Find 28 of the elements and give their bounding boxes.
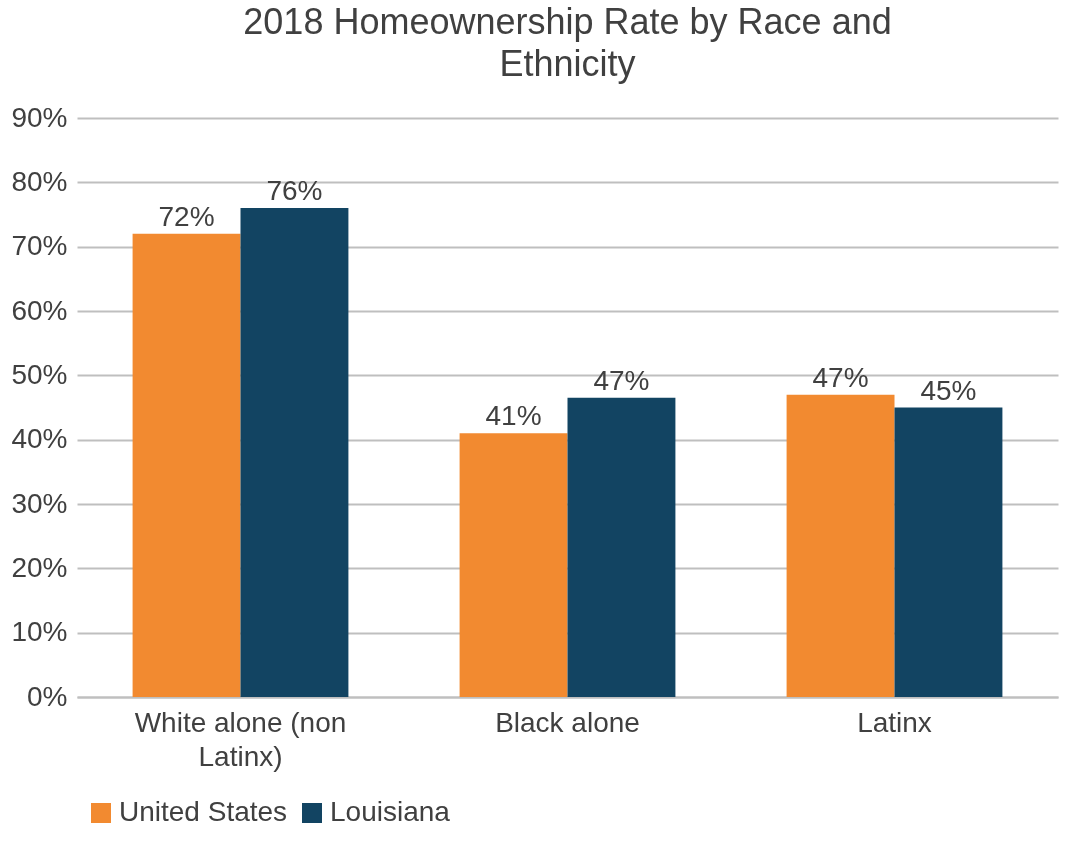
- data-label: 45%: [920, 374, 977, 406]
- y-tick-label: 70%: [11, 230, 68, 262]
- bar: [240, 208, 349, 697]
- x-tick-label: Latinx: [857, 706, 932, 738]
- y-tick-label: 40%: [11, 423, 68, 455]
- x-tick-label: White alone (non Latinx): [134, 706, 347, 772]
- chart-title: 2018 Homeownership Rate by Race and Ethnicity: [243, 1, 892, 84]
- y-tick-label: 80%: [11, 165, 68, 197]
- bar: [894, 407, 1003, 697]
- y-tick-label: 60%: [11, 294, 68, 326]
- y-tick-label: 20%: [11, 551, 68, 583]
- bar: [459, 433, 568, 697]
- bar: [786, 394, 895, 697]
- y-tick-label: 90%: [11, 101, 68, 133]
- y-tick-label: 10%: [11, 616, 68, 648]
- x-tick-label: Black alone: [495, 706, 640, 738]
- legend-label: United States: [119, 796, 288, 827]
- legend-label: Louisiana: [330, 796, 451, 827]
- y-tick-label: 30%: [11, 487, 68, 519]
- bar: [567, 397, 676, 697]
- data-label: 76%: [266, 175, 323, 207]
- y-tick-label: 50%: [11, 358, 68, 390]
- y-tick-label: 0%: [27, 680, 68, 712]
- bar: [132, 233, 241, 697]
- data-label: 47%: [593, 364, 650, 396]
- data-label: 41%: [485, 400, 542, 432]
- data-label: 47%: [812, 361, 869, 393]
- data-label: 72%: [158, 200, 215, 232]
